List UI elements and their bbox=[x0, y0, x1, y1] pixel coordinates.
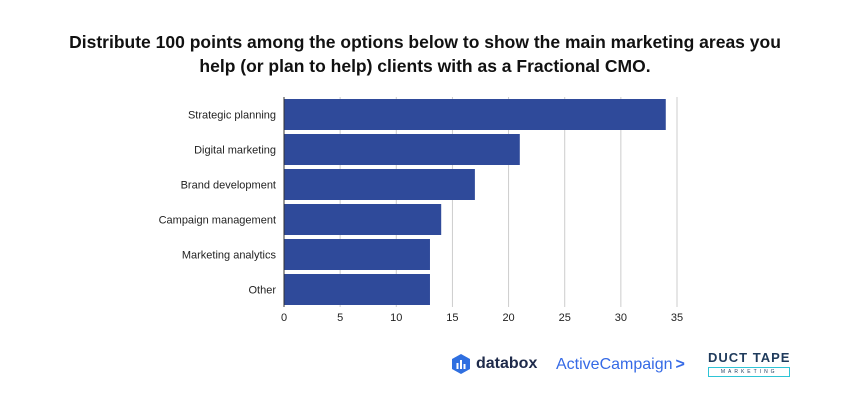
x-tick-label-6: 30 bbox=[615, 312, 627, 324]
databox-logo: databox bbox=[452, 354, 537, 374]
chart-title-line-2: help (or plan to help) clients with as a… bbox=[199, 56, 651, 76]
x-tick-label-1: 5 bbox=[337, 312, 343, 324]
x-tick-label-4: 20 bbox=[502, 312, 514, 324]
bar-5 bbox=[284, 274, 430, 305]
bar-3 bbox=[284, 204, 442, 235]
chart-title: Distribute 100 points among the options … bbox=[0, 30, 850, 78]
bar-2 bbox=[284, 169, 475, 200]
category-label-5: Other bbox=[248, 285, 276, 297]
category-label-1: Digital marketing bbox=[194, 145, 276, 157]
category-label-2: Brand development bbox=[181, 180, 276, 192]
bar-1 bbox=[284, 134, 520, 165]
duct-tape-subtitle: MARKETING bbox=[708, 367, 791, 377]
sponsor-logos: databox ActiveCampaign > DUCT TAPE MARKET… bbox=[450, 348, 810, 388]
activecampaign-wordmark: ActiveCampaign bbox=[556, 356, 673, 373]
activecampaign-chevron-icon: > bbox=[675, 356, 685, 373]
databox-wordmark: databox bbox=[476, 355, 538, 372]
bar-0 bbox=[284, 99, 666, 130]
x-tick-label-7: 35 bbox=[671, 312, 683, 324]
x-tick-label-2: 10 bbox=[390, 312, 402, 324]
duct-tape-marketing-logo: DUCT TAPE MARKETING bbox=[708, 350, 791, 377]
x-tick-label-5: 25 bbox=[559, 312, 571, 324]
category-label-0: Strategic planning bbox=[188, 110, 276, 122]
bar-4 bbox=[284, 239, 430, 270]
databox-icon bbox=[452, 354, 470, 374]
chart-title-line-1: Distribute 100 points among the options … bbox=[69, 32, 781, 52]
x-tick-label-0: 0 bbox=[281, 312, 287, 324]
category-label-4: Marketing analytics bbox=[182, 250, 277, 262]
activecampaign-logo: ActiveCampaign > bbox=[556, 356, 685, 374]
category-label-3: Campaign management bbox=[159, 215, 276, 227]
duct-tape-wordmark: DUCT TAPE bbox=[708, 350, 791, 365]
x-tick-label-3: 15 bbox=[446, 312, 458, 324]
